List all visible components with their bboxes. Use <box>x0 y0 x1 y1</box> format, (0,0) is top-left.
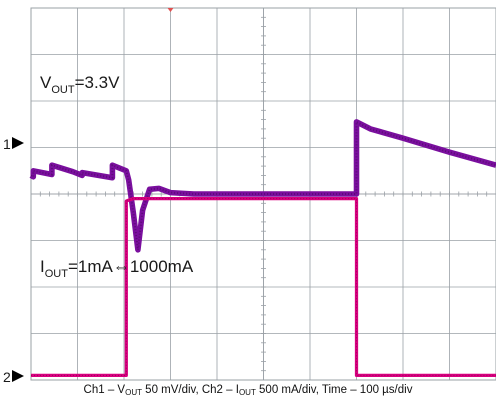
channel-1-label: 1 <box>3 136 11 152</box>
vout-label: VOUT=3.3V <box>40 73 120 96</box>
traces <box>29 119 496 378</box>
trigger-marker <box>167 8 174 12</box>
channel-2-marker-arrow <box>12 370 24 382</box>
trace-channel-1 <box>29 119 496 253</box>
channel-1-marker-arrow <box>12 137 24 149</box>
iout-label: IOUT=1mA⇔1000mA <box>40 257 194 280</box>
trace-channel-2 <box>31 196 496 378</box>
channel-2-label: 2 <box>3 369 11 385</box>
scope-caption: Ch1 – VOUT 50 mV/div, Ch2 – IOUT 500 mA/… <box>83 384 413 397</box>
trace-channel-2-noise <box>31 198 496 376</box>
